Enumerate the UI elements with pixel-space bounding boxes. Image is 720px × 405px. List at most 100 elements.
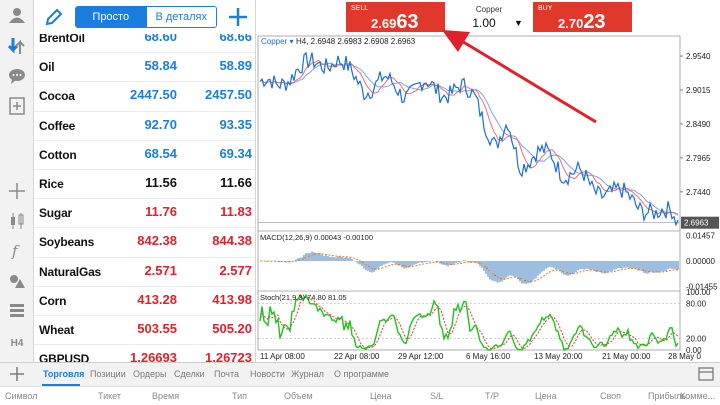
- quote-ask: 11.66: [220, 174, 252, 190]
- panel-toggle-icon[interactable]: [698, 366, 714, 382]
- column-header-9[interactable]: Своп: [600, 391, 622, 401]
- quotes-list: BrentOil 68.60 68.66 Oil 58.84 58.89 Cocoa 2447…: [34, 24, 255, 362]
- volume-value: 1.00: [472, 16, 496, 30]
- column-header-11[interactable]: Комме...: [680, 391, 716, 401]
- quote-row-wheat[interactable]: Wheat 503.55 505.20: [34, 316, 255, 346]
- quote-symbol: GBPUSD: [39, 352, 90, 362]
- quote-row-cocoa[interactable]: Cocoa 2447.50 2457.50: [34, 82, 255, 112]
- quote-row-rice[interactable]: Rice 11.56 11.66: [34, 170, 255, 200]
- quote-row-soybeans[interactable]: Soybeans 842.38 844.38: [34, 228, 255, 258]
- quote-row-corn[interactable]: Corn 413.28 413.98: [34, 287, 255, 316]
- quote-symbol: BrentOil: [39, 31, 85, 45]
- new-document-icon[interactable]: [0, 91, 34, 121]
- volume-selector[interactable]: Copper 1.00 ▼: [448, 2, 530, 32]
- quote-ask: 505.20: [212, 320, 252, 336]
- quote-symbol: Corn: [39, 293, 67, 308]
- quote-bid: 842.38: [137, 233, 177, 249]
- column-header-2[interactable]: Время: [152, 391, 180, 401]
- quote-bid: 92.70: [144, 116, 177, 132]
- one-click-trade-panel: SELL 2.6963 Copper 1.00 ▼ BUY 2.7023: [340, 0, 632, 34]
- tab-2[interactable]: Ордеры: [133, 369, 167, 379]
- dropdown-arrow-icon: ▼: [514, 18, 523, 28]
- quote-ask: 1.26723: [205, 350, 252, 362]
- tab-4[interactable]: Почта: [214, 369, 239, 379]
- price-tick-label: 2.7440: [686, 188, 711, 197]
- buy-price-big: 23: [583, 11, 606, 33]
- quote-symbol: Cotton: [39, 147, 77, 162]
- templates-icon[interactable]: [0, 296, 34, 326]
- column-header-1[interactable]: Тикет: [98, 391, 121, 401]
- tab-3[interactable]: Сделки: [174, 369, 205, 379]
- column-header-8[interactable]: Цена: [535, 391, 557, 401]
- new-order-icon[interactable]: [8, 365, 26, 383]
- mode-detailed-button[interactable]: В деталях: [145, 7, 216, 27]
- stoch-signal-line: [259, 296, 679, 350]
- buy-price-small: 2.70: [558, 16, 584, 31]
- mode-simple-button[interactable]: Просто: [76, 7, 146, 27]
- trade-arrows-icon[interactable]: [0, 31, 34, 61]
- stoch-tick-label: 100.00: [686, 288, 711, 297]
- sell-button[interactable]: SELL 2.6963: [346, 2, 445, 33]
- svg-text:f: f: [11, 242, 20, 260]
- column-header-6[interactable]: S/L: [430, 391, 444, 401]
- tab-7[interactable]: О программе: [334, 369, 390, 379]
- chat-icon[interactable]: [0, 61, 34, 91]
- quote-row-naturalgas[interactable]: NaturalGas 2.571 2.577: [34, 258, 255, 287]
- tab-6[interactable]: Журнал: [291, 369, 324, 379]
- tab-1[interactable]: Позиции: [90, 369, 126, 379]
- quote-symbol: Oil: [39, 60, 55, 75]
- quote-row-oil[interactable]: Oil 58.84 58.89: [34, 53, 255, 83]
- current-price-box: [681, 216, 719, 229]
- quote-row-gbpusd[interactable]: GBPUSD 1.26693 1.26723: [34, 345, 255, 362]
- time-label: 21 May 00:00: [602, 352, 651, 361]
- quote-row-cotton[interactable]: Cotton 68.54 69.34: [34, 141, 255, 170]
- quote-symbol: NaturalGas: [39, 264, 102, 279]
- column-header-5[interactable]: Цена: [370, 391, 392, 401]
- price-chart[interactable]: 2.9540 2.9015 2.8490 2.7965 2.7440 2.6963 Copp…: [256, 34, 720, 362]
- time-label: 28 May 0: [668, 352, 701, 361]
- watchlist-panel: Просто В деталях BrentOil 68.60 68.66 Oil 58…: [34, 0, 256, 362]
- quote-row-sugar[interactable]: Sugar 11.76 11.83: [34, 199, 255, 229]
- annotation-arrow: [442, 30, 597, 124]
- buy-label: BUY: [538, 5, 553, 12]
- macd-tick-label: 0.01457: [686, 231, 715, 240]
- column-header-0[interactable]: Символ: [5, 391, 38, 401]
- quote-symbol: Rice: [39, 176, 64, 191]
- quote-symbol: Soybeans: [39, 235, 95, 250]
- quote-bid: 413.28: [137, 291, 177, 307]
- timeframe-icon[interactable]: H4: [0, 328, 34, 358]
- quote-symbol: Coffee: [39, 118, 76, 133]
- moving-average-fast: [259, 59, 679, 216]
- column-header-4[interactable]: Объем: [284, 391, 313, 401]
- trade-symbol: Copper: [475, 5, 503, 14]
- time-label: 22 Apr 08:00: [334, 352, 380, 361]
- tab-5[interactable]: Новости: [250, 369, 285, 379]
- arrow-shaft: [459, 38, 597, 124]
- tab-0[interactable]: Торговля: [43, 369, 85, 379]
- arrow-head: [442, 30, 470, 52]
- column-header-10[interactable]: Прибыль: [648, 391, 687, 401]
- function-icon[interactable]: f: [0, 236, 34, 266]
- crosshair-icon[interactable]: [0, 176, 34, 206]
- price-tick-label: 2.8490: [686, 120, 711, 129]
- macd-signal-line: [259, 253, 678, 283]
- chart-symbol-label: Copper ▾: [261, 37, 293, 46]
- quote-ask: 58.89: [219, 58, 252, 74]
- macd-tick-label: 0.00000: [686, 257, 715, 266]
- quote-bid: 1.26693: [130, 350, 177, 362]
- add-symbol-icon[interactable]: [226, 5, 250, 29]
- time-label: 6 May 16:00: [466, 352, 511, 361]
- objects-icon[interactable]: [0, 266, 34, 296]
- account-icon[interactable]: [0, 0, 34, 30]
- sell-price-big: 63: [396, 11, 419, 33]
- column-header-3[interactable]: Тип: [232, 391, 248, 401]
- edit-icon[interactable]: [44, 7, 64, 27]
- buy-button[interactable]: BUY 2.7023: [533, 2, 632, 33]
- quote-ask: 69.34: [219, 145, 252, 161]
- time-label: 29 Apr 12:00: [398, 352, 444, 361]
- candlestick-icon[interactable]: [0, 206, 34, 236]
- quote-bid: 2.571: [144, 262, 177, 278]
- quote-bid: 2447.50: [130, 87, 177, 103]
- quote-row-coffee[interactable]: Coffee 92.70 93.35: [34, 112, 255, 141]
- column-header-7[interactable]: T/P: [485, 391, 500, 401]
